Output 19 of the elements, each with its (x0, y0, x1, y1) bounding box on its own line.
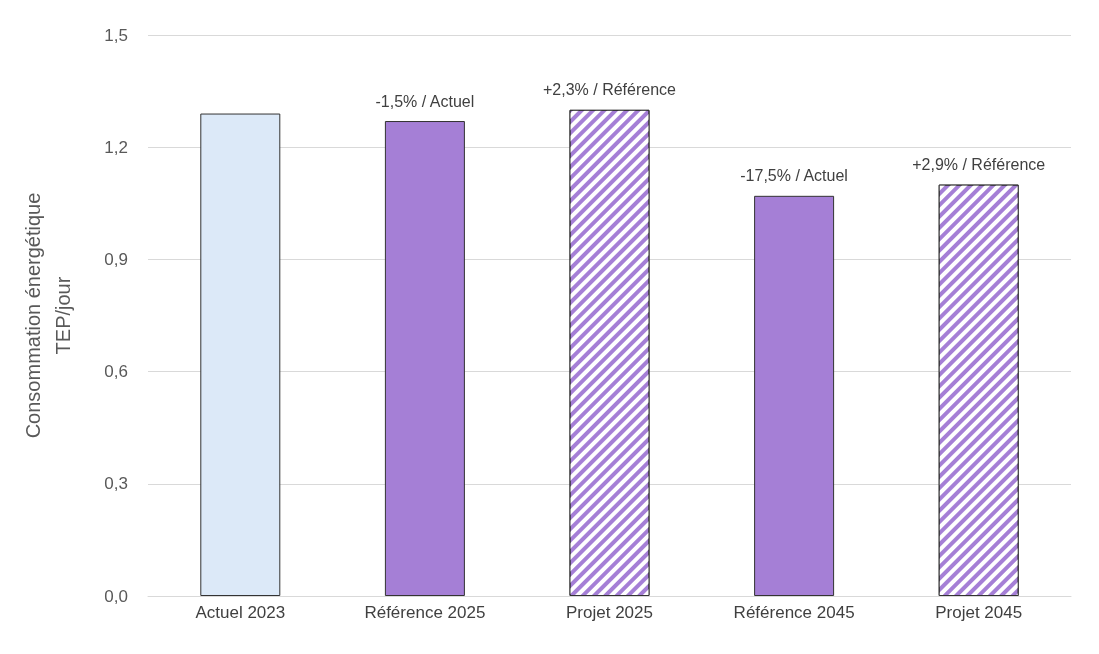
x-tick-label: Projet 2025 (566, 603, 653, 622)
annotation: -1,5% / Actuel (375, 92, 475, 110)
y-tick-label: 1,2 (104, 137, 128, 157)
bar (200, 113, 281, 596)
y-tick-label: 0,3 (104, 474, 128, 494)
y-tick-label: 0,9 (104, 249, 128, 269)
x-tick-label: Projet 2045 (935, 603, 1023, 622)
bar (384, 121, 465, 596)
y-tick-label: 1,5 (104, 25, 128, 45)
annotation: -17,5% / Actuel (740, 167, 848, 185)
bar (754, 195, 835, 596)
y-axis-title: Consommation énergétique TEP/jour (22, 192, 74, 439)
x-tick-label: Référence 2025 (364, 603, 486, 622)
x-tick-label: Référence 2045 (733, 603, 855, 622)
x-tick-label: Actuel 2023 (195, 603, 286, 622)
y-tick-label: 0,6 (104, 362, 128, 382)
annotation: +2,3% / Référence (543, 81, 677, 99)
annotation: +2,9% / Référence (912, 156, 1046, 174)
y-tick-label: 0,0 (104, 586, 128, 606)
